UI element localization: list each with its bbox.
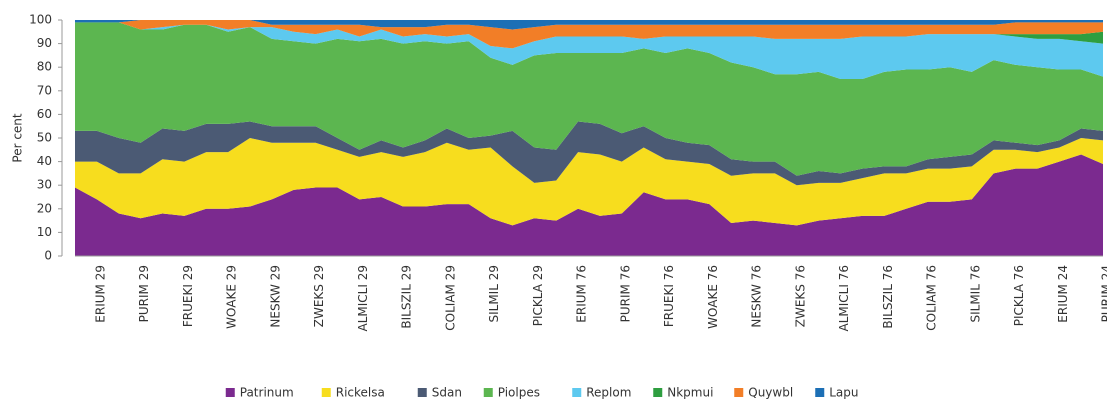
- x-tick-label: ERIUM 76: [575, 265, 589, 323]
- y-tick-label: 90: [37, 36, 52, 50]
- x-tick-label: ERIUM 29: [93, 265, 107, 323]
- legend-label: Quywbl: [748, 386, 793, 400]
- legend-swatch: [572, 388, 582, 397]
- y-tick-label: 50: [37, 131, 52, 145]
- y-tick-label: 20: [37, 201, 52, 215]
- x-tick-label: WOAKE 76: [706, 265, 720, 329]
- x-tick-label: COLIAM 76: [925, 265, 939, 331]
- y-tick-label: 0: [44, 249, 52, 263]
- area: [75, 20, 1103, 30]
- y-tick-label: 70: [37, 83, 52, 97]
- area: [75, 22, 1103, 79]
- legend-label: Sdan: [432, 386, 462, 400]
- x-tick-label: ALMICLI 29: [356, 265, 370, 331]
- x-tick-label: BILSZIL 29: [400, 265, 414, 329]
- y-tick-label: 40: [37, 154, 52, 168]
- x-tick-label: ZWEKS 76: [793, 265, 807, 327]
- x-tick-label: WOAKE 29: [225, 265, 239, 329]
- x-tick-label: BILSZIL 76: [881, 265, 895, 329]
- x-tick-label: PICKLA 76: [1012, 265, 1026, 326]
- legend-label: Piolpes: [498, 386, 540, 400]
- x-tick-label: PURIM 29: [137, 265, 151, 322]
- legend-label: Nkpmui: [667, 386, 713, 400]
- x-tick-label: COLIAM 29: [443, 265, 457, 331]
- y-tick-label: 10: [37, 225, 52, 239]
- legend-label: Replom: [586, 386, 631, 400]
- x-tick-label: FRUEKI 76: [662, 265, 676, 327]
- x-tick-label: ZWEKS 29: [312, 265, 326, 327]
- legend-label: Lapu: [829, 386, 858, 400]
- y-tick-label: 80: [37, 60, 52, 74]
- legend-swatch: [734, 388, 744, 397]
- x-tick-label: SILMIL 29: [487, 265, 501, 323]
- x-tick-label: ALMICLI 76: [837, 265, 851, 331]
- x-tick-label: PURIM 76: [618, 265, 632, 322]
- x-tick-label: NESKW 29: [268, 265, 282, 328]
- legend-swatch: [815, 388, 825, 397]
- y-tick-label: 100: [29, 13, 52, 27]
- x-tick-label: ERIUM 24: [1056, 265, 1070, 323]
- y-axis-label: Per cent: [11, 113, 25, 163]
- area: [75, 20, 1103, 49]
- legend-swatch: [225, 388, 235, 397]
- area: [75, 154, 1103, 256]
- legend-label: Rickelsa: [336, 386, 385, 400]
- legend-swatch: [653, 388, 663, 397]
- x-tick-label: NESKW 76: [750, 265, 764, 328]
- area: [75, 22, 1103, 176]
- legend-swatch: [417, 388, 427, 397]
- area: [75, 121, 1103, 186]
- legend-label: Patrinum: [240, 386, 294, 400]
- x-tick-label: SILMIL 76: [968, 265, 982, 323]
- y-tick-label: 60: [37, 107, 52, 121]
- legend-swatch: [321, 388, 331, 397]
- y-tick-label: 30: [37, 178, 52, 192]
- x-tick-label: PICKLA 29: [531, 265, 545, 326]
- legend-swatch: [483, 388, 493, 397]
- x-tick-label: FRUEKI 29: [181, 265, 195, 327]
- area: [75, 138, 1103, 226]
- x-tick-label: PURIM 24: [1100, 265, 1107, 322]
